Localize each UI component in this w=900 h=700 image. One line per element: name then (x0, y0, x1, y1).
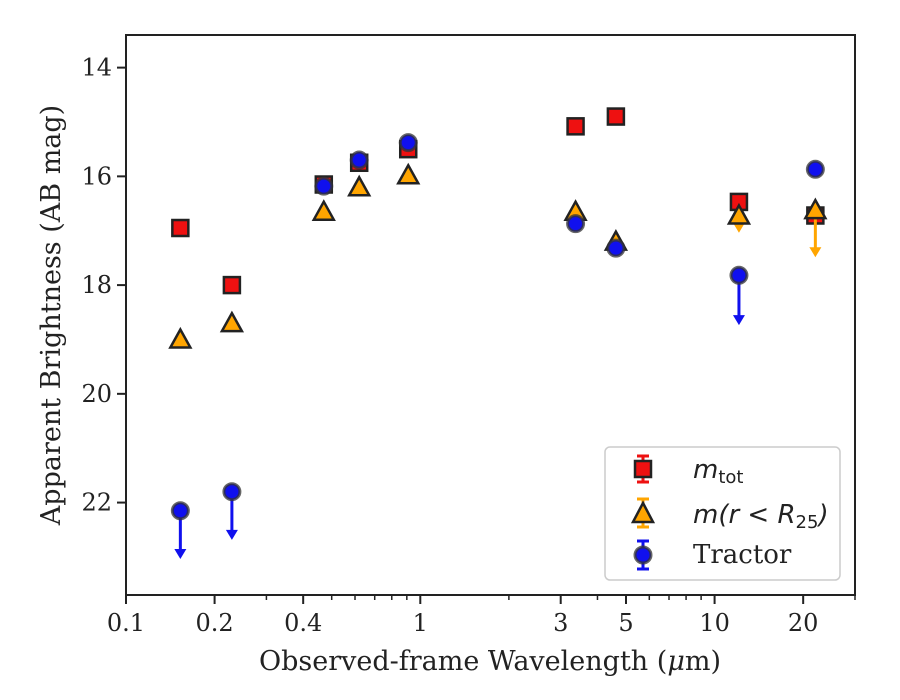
legend-label-tractor: Tractor (693, 540, 792, 570)
triangle-marker (311, 199, 336, 221)
legend-label-mr25: m(r < R25) (693, 500, 829, 533)
circle-marker (566, 214, 586, 234)
data-point-mr25 (168, 326, 193, 349)
circle-marker (729, 265, 749, 285)
plot-frame (125, 34, 856, 596)
legend: mtot m(r < R25) Tractor (604, 446, 841, 581)
y-tick-label: 20 (81, 380, 112, 408)
series-mtot (171, 107, 825, 295)
x-axis-label: Observed-frame Wavelength (μm) (259, 646, 721, 677)
triangle-marker (219, 310, 245, 333)
data-point-mr25 (311, 199, 336, 221)
triangle-marker (168, 326, 193, 349)
data-point-tractor (349, 150, 369, 170)
y-tick-label: 16 (81, 162, 112, 190)
circle-marker (170, 501, 190, 521)
square-marker (566, 117, 585, 136)
square-marker (222, 275, 242, 295)
y-tick-label: 14 (81, 54, 112, 82)
data-point-mr25 (219, 310, 245, 333)
upper-limit-arrow-head (174, 548, 187, 559)
data-point-mtot (606, 107, 626, 126)
data-point-mtot (171, 218, 190, 238)
x-tick-label: 0.1 (107, 609, 145, 637)
series-mr25 (168, 162, 828, 349)
x-tick-label: 20 (788, 609, 819, 637)
legend-entry-mr25: m(r < R25) (630, 497, 829, 533)
y-axis-label: Apparent Brightness (AB mag) (36, 105, 67, 526)
circle-marker (222, 482, 242, 502)
circle-marker (314, 176, 334, 196)
triangle-marker (396, 162, 421, 185)
data-point-tractor (314, 176, 334, 196)
circle-marker (398, 133, 418, 153)
triangle-marker (347, 174, 372, 197)
data-point-tractor (398, 133, 418, 153)
triangle-marker (726, 202, 752, 225)
upper-limit-arrow-head (225, 529, 238, 540)
legend-entry-tractor: Tractor (633, 539, 792, 571)
data-point-tractor (222, 482, 242, 540)
upper-limit-arrow-head (732, 315, 745, 326)
data-point-tractor (606, 238, 626, 258)
circle-marker (805, 159, 825, 179)
data-point-mtot (222, 275, 242, 295)
square-marker (606, 107, 626, 126)
data-point-mr25 (396, 162, 421, 185)
data-point-mr25 (726, 202, 752, 233)
square-marker (171, 218, 190, 238)
data-point-mr25 (347, 174, 372, 197)
data-point-tractor (805, 159, 825, 179)
data-point-mr25 (803, 197, 828, 258)
x-tick-label: 10 (699, 609, 730, 637)
triangle-marker (803, 197, 828, 220)
upper-limit-arrow-head (732, 222, 745, 233)
legend-entry-mtot: mtot (633, 454, 743, 488)
upper-limit-arrow-head (809, 247, 822, 258)
y-tick-label: 22 (81, 489, 112, 517)
y-tick-label: 18 (81, 271, 112, 299)
circle-marker (349, 150, 369, 170)
data-point-mtot (566, 117, 585, 136)
x-tick-label: 3 (553, 609, 568, 637)
series-tractor (170, 133, 825, 559)
x-tick-label: 0.4 (284, 609, 322, 637)
data-point-tractor (566, 214, 586, 234)
legend-marker-square-icon (633, 459, 653, 479)
ticks-layer: 0.1 0.2 0.4 1 3 5 10 20 14 16 18 20 22 (81, 54, 856, 637)
circle-marker (606, 238, 626, 258)
legend-box (604, 446, 841, 581)
x-axis-label-mu: μ (667, 646, 685, 677)
data-point-tractor (170, 501, 190, 559)
data-point-tractor (729, 265, 749, 326)
x-tick-label: 1 (413, 609, 428, 637)
x-tick-label: 5 (618, 609, 633, 637)
marks-layer (168, 107, 828, 559)
x-tick-label: 0.2 (196, 609, 234, 637)
legend-marker-circle-icon (633, 545, 653, 565)
legend-marker-triangle-icon (630, 500, 656, 524)
legend-label-mtot: mtot (693, 455, 743, 488)
